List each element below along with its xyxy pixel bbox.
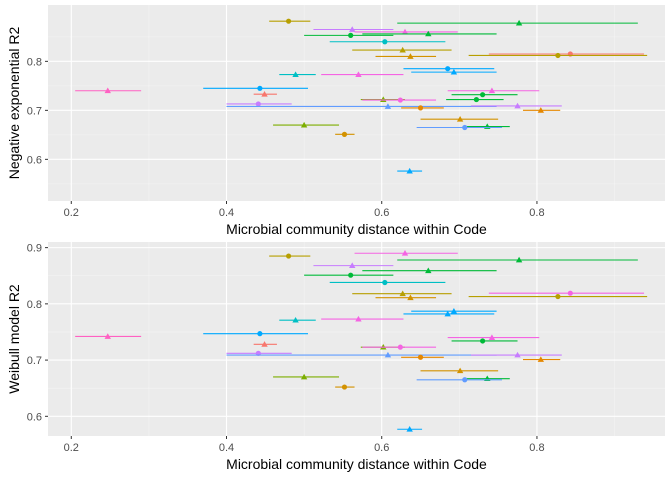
data-point-circle	[462, 124, 468, 131]
data-point-triangle	[349, 26, 356, 32]
y-tick-label: 0.7	[27, 355, 42, 367]
data-point-triangle	[456, 115, 464, 122]
data-point-triangle	[425, 267, 432, 274]
data-point-triangle	[450, 68, 458, 75]
data-point-triangle	[104, 333, 111, 339]
data-point-triangle	[537, 107, 545, 113]
data-point-triangle	[514, 102, 521, 109]
data-point-triangle	[292, 316, 299, 323]
data-point-circle	[417, 105, 424, 111]
y-tick-label: 0.6	[27, 411, 42, 423]
y-axis-title: Negative exponential R2	[6, 27, 22, 180]
data-point-circle	[480, 92, 486, 98]
data-point-circle	[480, 338, 486, 344]
data-point-circle	[445, 66, 451, 72]
data-point-circle	[567, 290, 573, 296]
data-point-triangle	[292, 71, 299, 77]
data-point-circle	[257, 85, 263, 91]
x-tick-label: 0.2	[64, 442, 79, 454]
data-point-triangle	[406, 167, 413, 174]
data-point-circle	[285, 253, 292, 259]
x-tick-label: 0.8	[529, 442, 544, 454]
data-point-circle	[555, 52, 561, 59]
data-point-circle	[555, 293, 561, 300]
data-point-triangle	[399, 290, 406, 297]
data-point-circle	[348, 272, 354, 278]
data-point-circle	[255, 101, 261, 107]
data-point-triangle	[515, 19, 523, 26]
panel-background	[48, 5, 665, 201]
x-tick-label: 0.8	[529, 207, 544, 219]
data-point-triangle	[384, 103, 392, 109]
data-point-triangle	[450, 307, 458, 314]
data-point-circle	[382, 279, 388, 286]
bottom-chart-weibull: 0.2 0.4 0.6 0.8 0.6 0.7 0.8 0.9 Microbial commun…	[6, 242, 665, 472]
data-point-triangle	[444, 310, 451, 317]
data-point-circle	[397, 97, 403, 103]
data-point-triangle	[355, 315, 362, 322]
y-axis-title: Weibull model R2	[6, 284, 22, 394]
x-tick-label: 0.2	[64, 207, 79, 219]
y-tick-label: 0.7	[27, 105, 42, 117]
data-point-circle	[257, 331, 263, 337]
top-chart-negative-exponential: 0.2 0.4 0.6 0.8 0.6 0.7 0.8 Microbial community…	[6, 5, 665, 237]
data-point-circle	[348, 32, 354, 38]
data-point-triangle	[488, 334, 496, 340]
data-point-circle	[341, 384, 348, 390]
x-axis-title: Microbial community distance within Code	[226, 221, 487, 237]
data-point-triangle	[300, 121, 308, 128]
data-point-triangle	[407, 294, 414, 301]
data-point-triangle	[261, 341, 268, 347]
data-point-circle	[285, 18, 292, 24]
x-axis-title: Microbial community distance within Code	[226, 456, 487, 472]
panel-background	[48, 242, 665, 436]
x-tick-label: 0.4	[219, 207, 234, 219]
data-point-triangle	[456, 367, 464, 374]
data-point-triangle	[401, 250, 409, 256]
x-tick-label: 0.6	[374, 207, 389, 219]
data-point-triangle	[349, 262, 356, 269]
data-point-triangle	[488, 87, 496, 94]
y-tick-label: 0.6	[27, 154, 42, 166]
data-point-triangle	[399, 46, 406, 53]
data-point-triangle	[401, 28, 409, 35]
data-point-triangle	[407, 53, 414, 59]
data-point-circle	[417, 354, 424, 360]
x-tick-label: 0.6	[374, 442, 389, 454]
data-point-triangle	[300, 373, 308, 380]
y-tick-label: 0.8	[27, 299, 42, 311]
data-point-triangle	[514, 351, 521, 358]
data-point-triangle	[515, 256, 523, 263]
data-point-triangle	[384, 351, 392, 358]
data-point-triangle	[406, 426, 413, 432]
y-tick-label: 0.8	[27, 56, 42, 68]
data-point-circle	[473, 96, 480, 103]
data-point-circle	[341, 131, 348, 137]
data-point-triangle	[104, 87, 111, 94]
x-tick-label: 0.4	[219, 442, 234, 454]
data-point-triangle	[425, 30, 432, 37]
data-point-circle	[382, 39, 388, 45]
data-point-circle	[462, 377, 468, 383]
data-point-triangle	[355, 71, 362, 77]
data-point-circle	[397, 344, 403, 350]
data-point-triangle	[261, 90, 268, 97]
data-point-triangle	[537, 356, 545, 362]
y-tick-label: 0.9	[27, 243, 42, 255]
